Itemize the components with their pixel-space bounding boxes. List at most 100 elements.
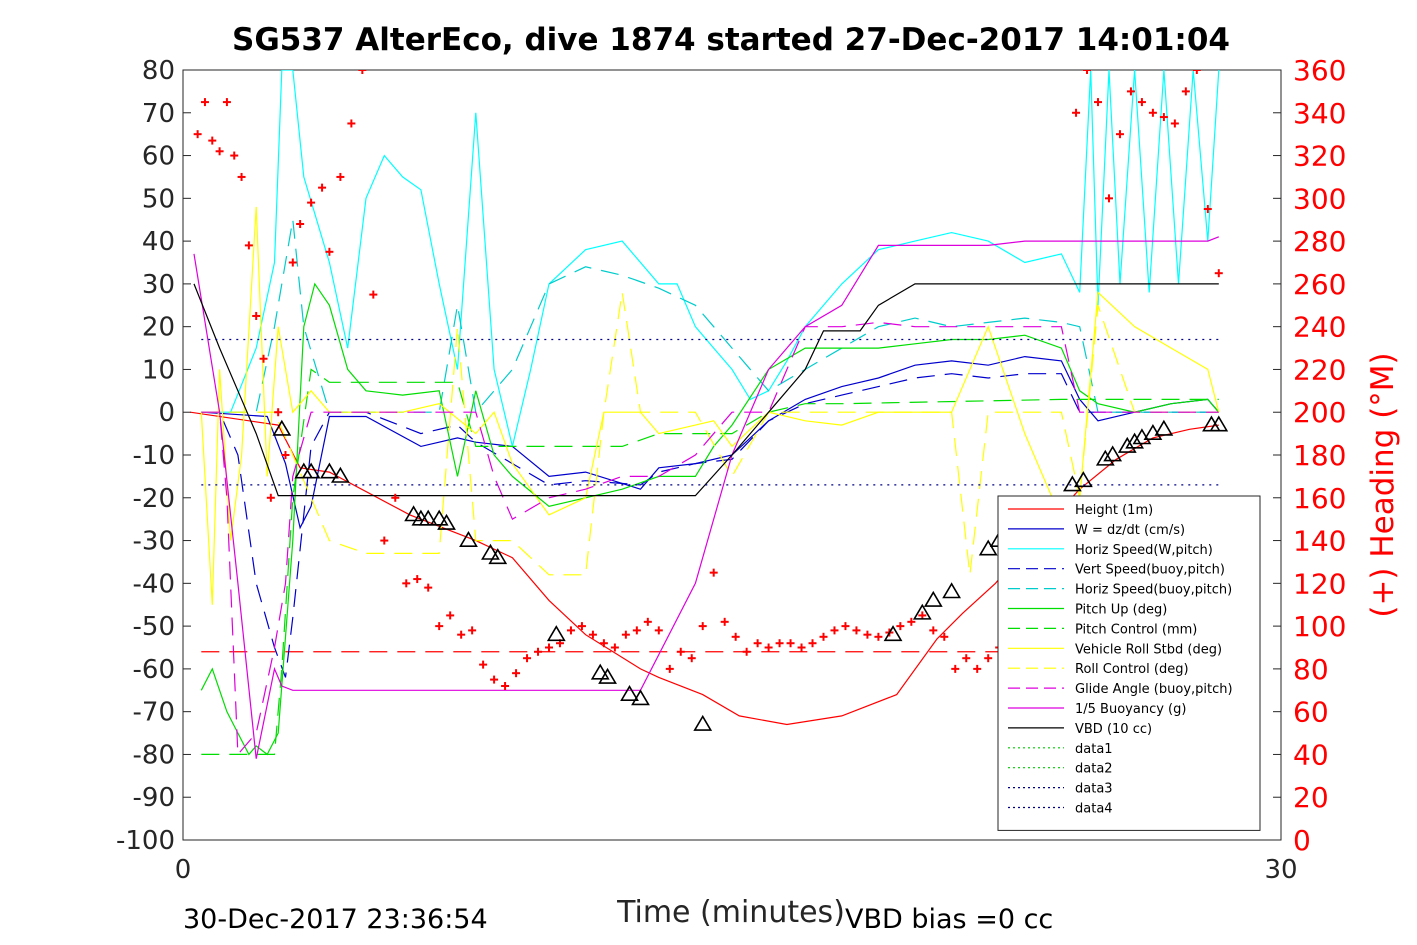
legend-label: VBD (10 cc) <box>1075 722 1152 737</box>
heading-point <box>1104 194 1113 203</box>
legend-label: Vehicle Roll Stbd (deg) <box>1075 642 1222 657</box>
heading-point <box>1148 108 1157 117</box>
legend-label: Glide Angle (buoy,pitch) <box>1075 682 1233 697</box>
plot-area <box>182 69 1282 841</box>
series-line-w-dz-dt-cm-s <box>201 355 1220 530</box>
series-line-glide-angle-buoy-pitch <box>201 321 1219 756</box>
legend-box <box>997 495 1261 831</box>
legend-label: Vert Speed(buoy,pitch) <box>1075 563 1225 578</box>
right-y-tick-label: 60 <box>1293 696 1329 729</box>
triangle-marker <box>1095 449 1115 466</box>
right-y-axis: 3603403203002802602402202001801601401201… <box>1273 54 1346 857</box>
triangle-marker <box>883 625 903 642</box>
heading-point <box>852 626 861 635</box>
heading-point <box>296 220 305 228</box>
heading-point <box>281 451 290 459</box>
triangle-marker <box>978 539 998 556</box>
heading-point <box>808 639 817 648</box>
right-y-tick-label: 260 <box>1293 268 1346 301</box>
heading-point <box>501 682 510 690</box>
heading-point <box>1192 70 1201 74</box>
series-line-vehicle-roll-stbd-deg <box>200 206 1220 605</box>
heading-point <box>424 583 433 592</box>
legend-label: Pitch Up (deg) <box>1075 603 1167 618</box>
heading-point <box>775 639 784 648</box>
heading-point <box>237 172 246 181</box>
y-tick-label: 40 <box>142 227 175 257</box>
triangle-marker <box>301 462 321 479</box>
heading-point <box>1181 87 1190 96</box>
heading-point <box>446 611 455 620</box>
heading-point <box>940 632 949 641</box>
triangle-marker <box>1154 419 1174 436</box>
y-tick-label: -10 <box>133 441 175 471</box>
heading-point <box>369 290 378 299</box>
right-y-tick-label: 140 <box>1293 525 1346 558</box>
heading-point <box>347 119 356 128</box>
triangle-marker <box>1209 415 1229 432</box>
right-y-tick-label: 240 <box>1293 311 1346 344</box>
heading-point <box>222 98 231 107</box>
right-y-tick-label: 300 <box>1293 182 1346 215</box>
heading-point <box>479 660 488 669</box>
heading-point <box>984 654 993 663</box>
heading-point <box>1159 113 1168 122</box>
legend-label: Pitch Control (mm) <box>1075 622 1197 637</box>
legend-label: data3 <box>1075 782 1113 797</box>
heading-point <box>512 669 521 678</box>
y-tick-label: -100 <box>116 826 175 856</box>
heading-point <box>325 247 334 256</box>
heading-point <box>698 622 707 631</box>
heading-point <box>413 575 422 584</box>
heading-point <box>200 98 209 107</box>
heading-point <box>786 639 795 648</box>
heading-point <box>599 639 608 648</box>
x-tick-label: 0 <box>175 855 192 885</box>
triangle-marker <box>437 513 456 530</box>
right-y-tick-label: 360 <box>1293 54 1346 87</box>
heading-point <box>318 183 327 192</box>
triangle-marker <box>459 530 478 547</box>
legend-label: data1 <box>1075 742 1113 757</box>
heading-point <box>259 354 268 363</box>
y-tick-label: -50 <box>133 612 175 642</box>
triangle-marker <box>590 663 610 680</box>
heading-point <box>676 647 685 656</box>
heading-point <box>830 626 839 635</box>
heading-point <box>863 630 872 639</box>
heading-point <box>896 622 905 631</box>
heading-point <box>252 311 261 320</box>
heading-point <box>1170 119 1179 128</box>
heading-point <box>610 643 619 652</box>
heading-point <box>380 536 389 545</box>
heading-point <box>266 493 275 502</box>
triangle-marker <box>418 509 438 526</box>
legend-label: Roll Control (deg) <box>1075 662 1189 677</box>
right-y-tick-label: 280 <box>1293 225 1346 258</box>
right-y-tick-label: 80 <box>1293 653 1329 686</box>
triangle-marker <box>1125 432 1144 449</box>
heading-point <box>632 626 641 635</box>
legend-label: 1/5 Buoyancy (g) <box>1075 702 1186 717</box>
heading-point <box>687 654 696 663</box>
right-y-tick-label: 100 <box>1293 610 1346 643</box>
x-tick-label: 30 <box>1264 855 1297 885</box>
heading-point <box>951 664 960 673</box>
heading-point <box>577 622 586 631</box>
y-tick-label: 60 <box>142 142 175 172</box>
heading-point <box>929 626 938 635</box>
series-line-pitch-control-mm <box>201 368 1219 756</box>
triangle-marker <box>481 543 500 560</box>
heading-point <box>490 675 499 684</box>
triangle-marker <box>620 684 639 701</box>
heading-point <box>709 568 718 577</box>
x-axis: 0 30 <box>175 832 1298 885</box>
heading-point <box>797 643 806 652</box>
heading-point <box>643 617 652 626</box>
heading-point <box>545 643 553 652</box>
right-y-tick-label: 160 <box>1293 482 1346 515</box>
heading-point <box>566 626 575 635</box>
heading-point <box>764 643 773 652</box>
heading-point <box>1115 130 1124 139</box>
triangle-marker <box>942 582 961 599</box>
